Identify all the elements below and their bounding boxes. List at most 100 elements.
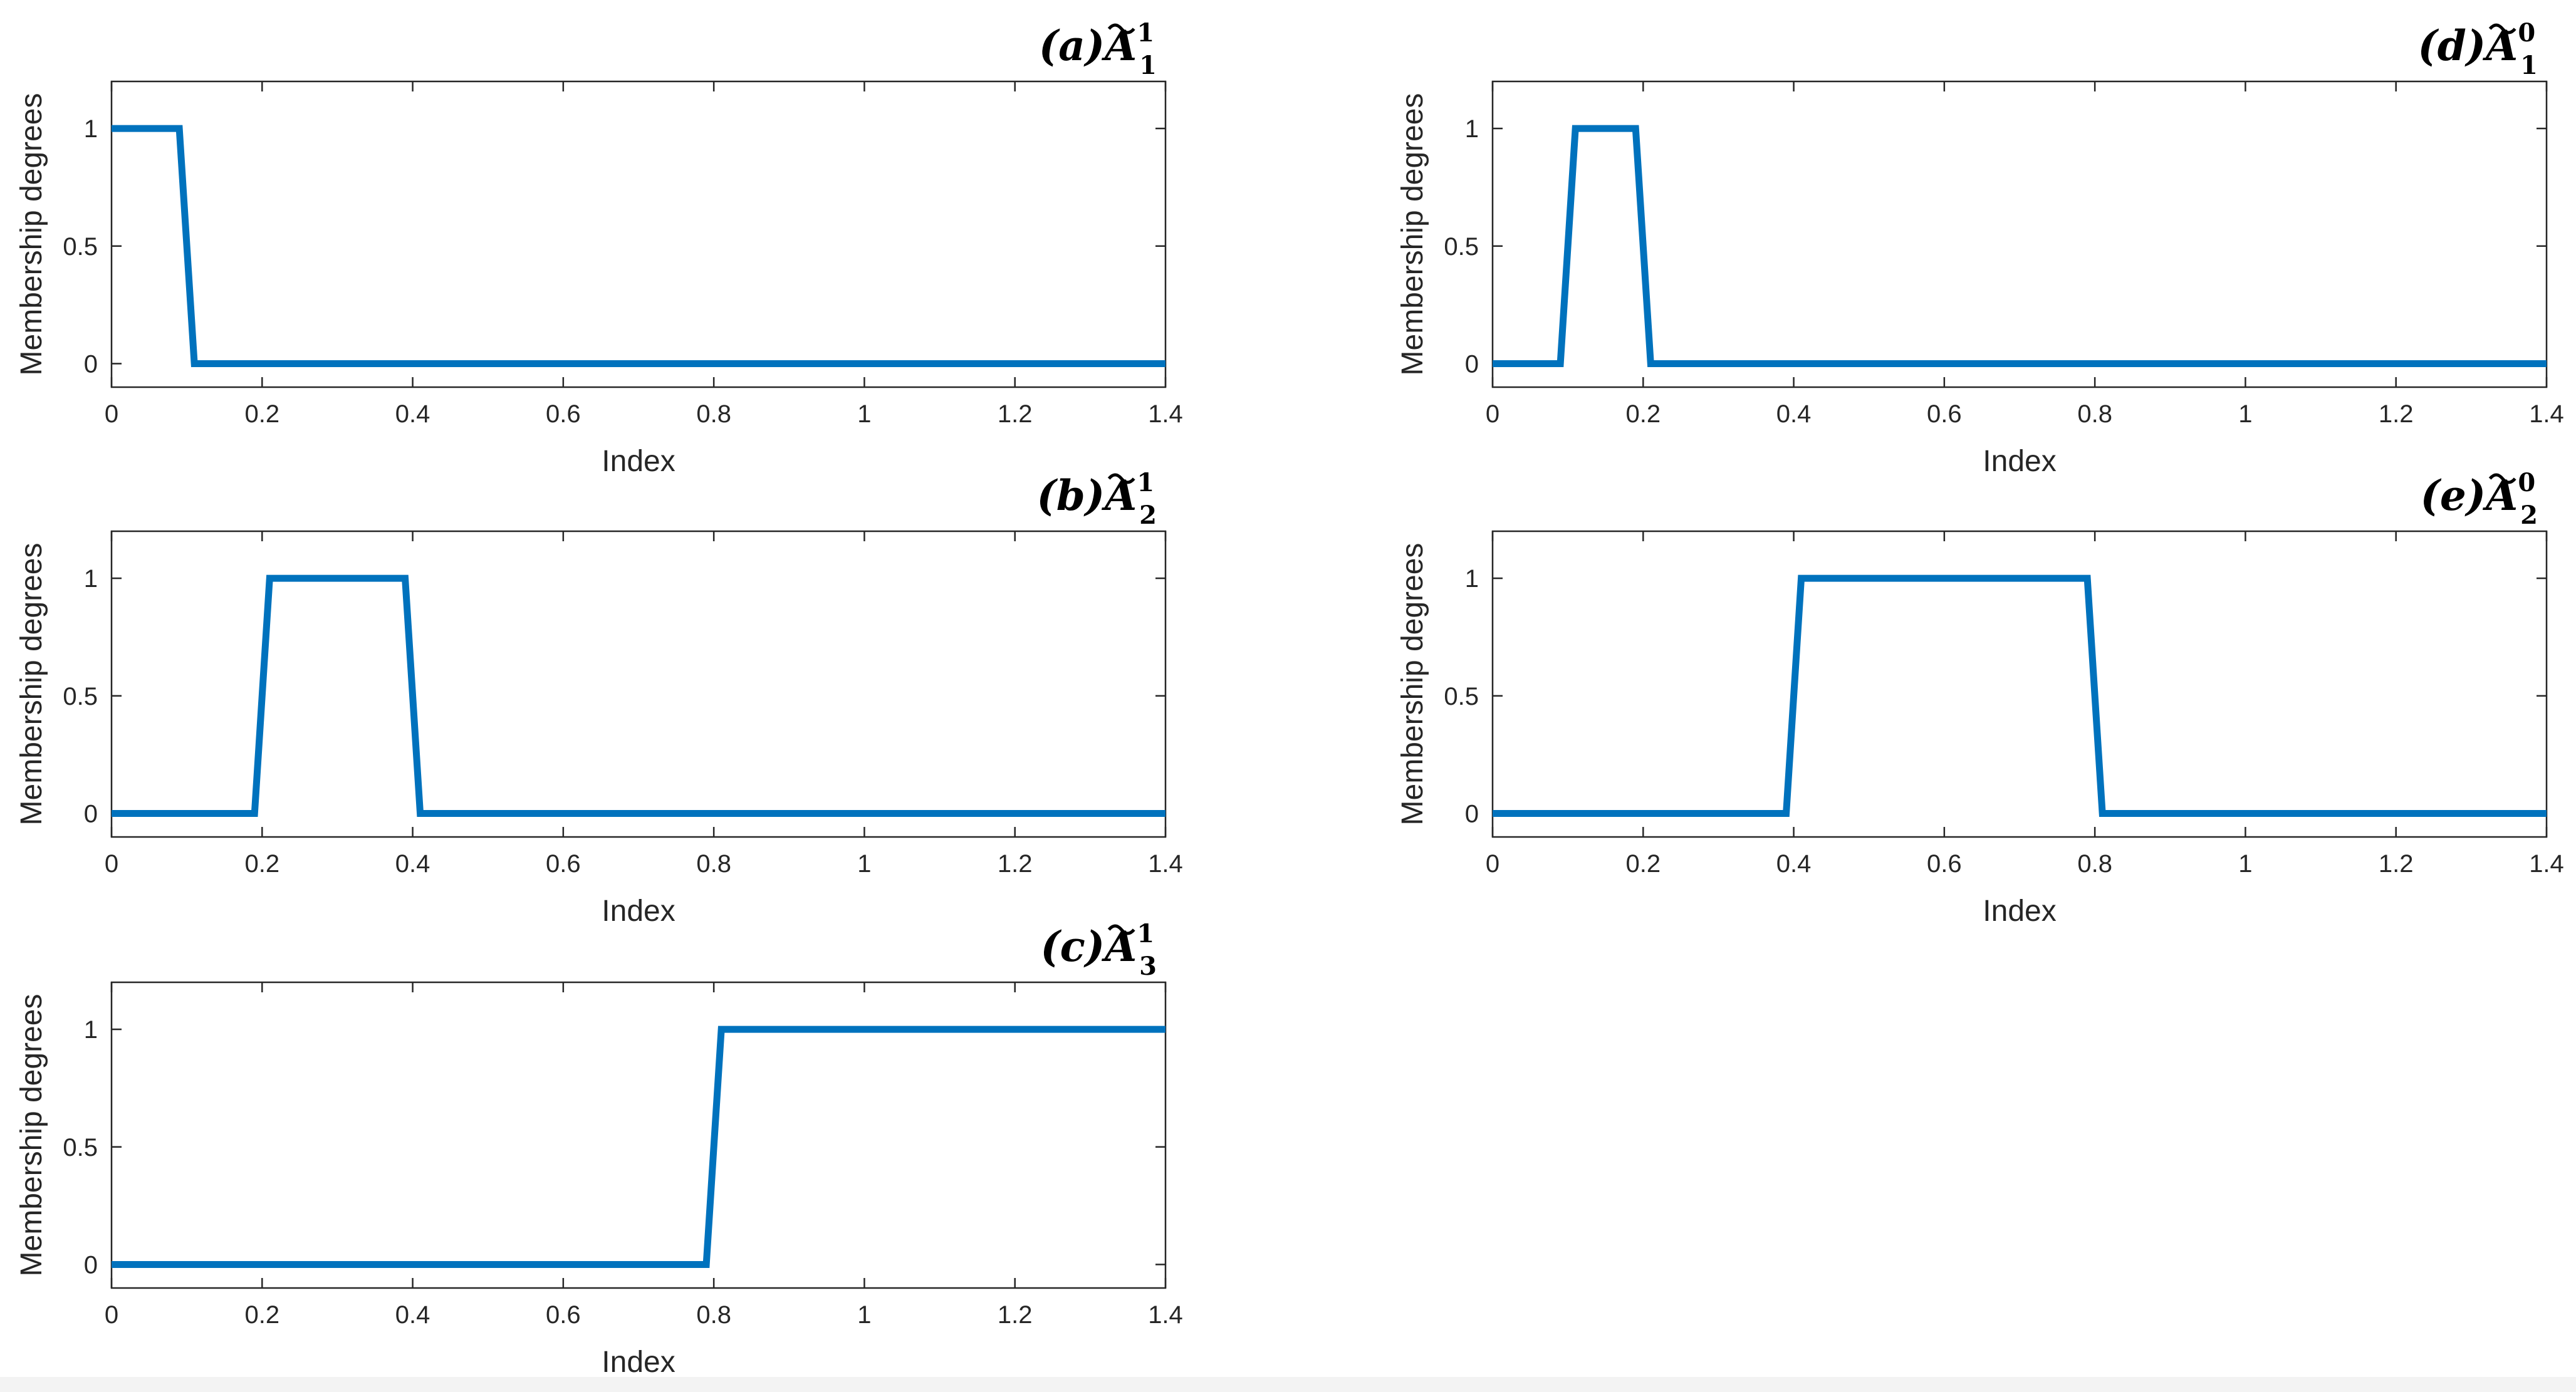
- x-tick-label: 0.6: [1927, 850, 1962, 878]
- y-tick-label: 1: [84, 115, 98, 143]
- panel-title: (b)A1 2: [1036, 468, 1157, 530]
- x-tick-label: 0: [105, 1301, 118, 1329]
- x-tick-label: 0.2: [1625, 400, 1661, 428]
- panel-title-letter: e: [2440, 471, 2466, 520]
- x-tick-label: 0.8: [696, 1301, 731, 1329]
- panel-title: (d)A0 1: [2417, 18, 2538, 80]
- panel-b: 0 0.2 0.4 0.6 0.8 1 1.2 1.4 0 0.5 1 Index Membership…: [15, 468, 1183, 928]
- series-line: [112, 574, 1165, 817]
- x-tick-label: 1: [2238, 850, 2252, 878]
- x-tick-label: 1.4: [1148, 1301, 1183, 1329]
- panel-title-symbol: A: [2482, 471, 2518, 520]
- x-axis-label: Index: [1983, 895, 2056, 928]
- panel-title-paren-open: (: [1036, 471, 1058, 520]
- x-tick-label: 0.6: [546, 400, 581, 428]
- tilde-mark: [2488, 473, 2516, 484]
- panel-title-paren-close: ): [1083, 922, 1105, 971]
- x-tick-label: 1.2: [998, 850, 1033, 878]
- panel-title-symbol: A: [1101, 21, 1137, 70]
- x-tick-label: 1.4: [2529, 400, 2564, 428]
- panel-title-symbol: A: [2482, 21, 2518, 70]
- series-line: [112, 125, 1165, 367]
- panel-title: (a)A1 1: [1039, 18, 1157, 80]
- series-line: [1493, 125, 2547, 367]
- x-tick-label: 0.2: [1625, 850, 1661, 878]
- panel-title-letter: b: [1056, 471, 1085, 520]
- x-axis-label: Index: [602, 1346, 675, 1379]
- x-tick-label: 0.2: [244, 850, 279, 878]
- y-tick-label: 0: [1465, 350, 1479, 378]
- y-tick-label: 0.5: [1444, 233, 1479, 261]
- y-tick-label: 1: [84, 565, 98, 593]
- panel-title-paren-close: ): [2464, 471, 2486, 520]
- panel-title-superscript: 1: [1137, 18, 1154, 48]
- y-tick-label: 1: [1465, 565, 1479, 593]
- panel-title: (c)A1 3: [1040, 919, 1157, 981]
- panel-title-superscript: 1: [1137, 919, 1154, 948]
- axes-frame: [1491, 530, 2548, 838]
- panel-d: 0 0.2 0.4 0.6 0.8 1 1.2 1.4 0 0.5 1 Index Membership…: [1396, 18, 2564, 478]
- panel-title-symbol: A: [1101, 471, 1137, 520]
- x-tick-label: 1.4: [1148, 400, 1183, 428]
- x-tick-label: 0.2: [244, 400, 279, 428]
- y-tick-label: 1: [84, 1016, 98, 1044]
- x-tick-label: 0.4: [1776, 850, 1812, 878]
- panel-title-letter: d: [2438, 21, 2466, 70]
- y-tick-label: 0.5: [1444, 683, 1479, 710]
- panel-title-subscript: 2: [2520, 501, 2538, 530]
- x-tick-label: 0.4: [395, 400, 430, 428]
- tilde-mark: [1107, 473, 1135, 484]
- x-tick-label: 0.8: [2077, 400, 2112, 428]
- x-tick-label: 0: [1486, 850, 1499, 878]
- y-tick-label: 0.5: [63, 233, 98, 261]
- panel-title-paren-close: ): [1083, 21, 1105, 70]
- panel-title-paren-open: (: [1040, 922, 1061, 971]
- x-tick-label: 0.8: [2077, 850, 2112, 878]
- x-tick-label: 1: [857, 850, 871, 878]
- panel-title-letter: a: [1058, 21, 1085, 70]
- series-line: [1493, 574, 2547, 817]
- y-tick-label: 0: [84, 800, 98, 828]
- y-tick-label: 0: [84, 1251, 98, 1279]
- axes-frame: [110, 530, 1167, 838]
- x-tick-label: 0.8: [696, 850, 731, 878]
- panel-c: 0 0.2 0.4 0.6 0.8 1 1.2 1.4 0 0.5 1 Index Membership…: [15, 919, 1183, 1379]
- x-tick-label: 1.2: [2379, 400, 2414, 428]
- x-tick-label: 1.2: [998, 1301, 1033, 1329]
- x-tick-label: 1: [857, 1301, 871, 1329]
- x-axis-label: Index: [602, 895, 675, 928]
- y-axis-label: Membership degrees: [15, 543, 48, 826]
- y-axis-label: Membership degrees: [15, 93, 48, 376]
- tilde-mark: [1107, 23, 1135, 34]
- x-tick-label: 0.2: [244, 1301, 279, 1329]
- panel-title-subscript: 2: [1139, 501, 1157, 530]
- x-tick-label: 1.4: [1148, 850, 1183, 878]
- x-axis-label: Index: [1983, 445, 2056, 478]
- panel-e: 0 0.2 0.4 0.6 0.8 1 1.2 1.4 0 0.5 1 Index Membership…: [1396, 468, 2564, 928]
- x-tick-label: 0: [105, 400, 118, 428]
- panel-title-subscript: 1: [2520, 51, 2538, 80]
- x-tick-label: 0.4: [1776, 400, 1812, 428]
- x-tick-label: 1.4: [2529, 850, 2564, 878]
- panel-title: (e)A0 2: [2421, 468, 2538, 530]
- bottom-strip: [0, 1377, 2576, 1392]
- y-axis-label: Membership degrees: [1396, 543, 1429, 826]
- x-axis-label: Index: [602, 445, 675, 478]
- x-tick-label: 0.6: [1927, 400, 1962, 428]
- y-tick-label: 0: [84, 350, 98, 378]
- axes-frame: [1491, 80, 2548, 388]
- x-tick-label: 0.8: [696, 400, 731, 428]
- y-axis-label: Membership degrees: [1396, 93, 1429, 376]
- panel-title-superscript: 0: [2518, 18, 2535, 48]
- tilde-mark: [2488, 23, 2516, 34]
- panel-title-letter: c: [1060, 922, 1085, 971]
- y-axis-label: Membership degrees: [15, 994, 48, 1277]
- panel-title-paren-open: (: [2421, 471, 2442, 520]
- x-tick-label: 0.6: [546, 850, 581, 878]
- panel-title-paren-close: ): [2464, 21, 2486, 70]
- panel-title-subscript: 1: [1139, 51, 1157, 80]
- panel-a: 0 0.2 0.4 0.6 0.8 1 1.2 1.4 0 0.5 1 Index Membership…: [15, 18, 1183, 478]
- y-tick-label: 0.5: [63, 683, 98, 710]
